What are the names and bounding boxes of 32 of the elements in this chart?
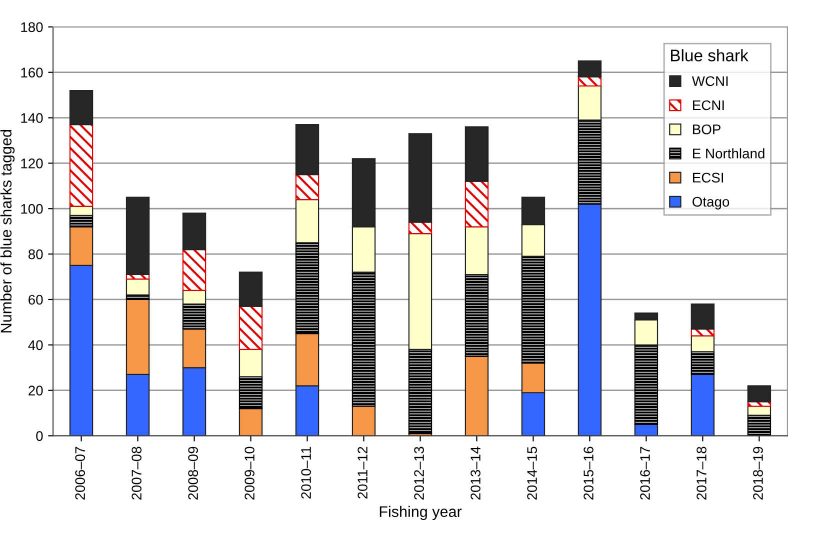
y-tick-label: 120	[21, 158, 43, 168]
y-tick-label: 140	[21, 113, 43, 123]
y-tick-label: 100	[21, 204, 43, 214]
legend-label: E Northland	[693, 148, 764, 158]
y-tick-label: 160	[21, 68, 43, 78]
x-tick-label: 2009–10	[244, 446, 254, 500]
y-tick-label: 0	[36, 431, 43, 441]
legend-label: Otago	[692, 196, 730, 210]
x-tick-label: 2008–09	[188, 446, 198, 500]
x-tick-label: 2016–17	[640, 446, 650, 500]
legend-label: WCNI	[692, 76, 728, 86]
y-axis-title: Number of blue sharks tagged	[0, 130, 15, 332]
y-tick-label: 180	[21, 22, 43, 32]
x-tick-label: 2007–08	[132, 446, 142, 500]
y-tick-label: 60	[28, 294, 43, 305]
y-tick-label: 40	[28, 340, 43, 350]
y-tick-label: 20	[28, 386, 43, 396]
x-tick-label: 2015–16	[584, 446, 594, 500]
x-tick-label: 2010–11	[301, 446, 311, 499]
x-tick-label: 2013–14	[470, 446, 480, 500]
x-tick-label: 2018–19	[753, 446, 763, 500]
legend-title: Blue shark	[671, 49, 748, 62]
legend-label: BOP	[693, 124, 720, 134]
x-tick-label: 2012–13	[414, 446, 424, 500]
x-tick-label: 2011–12	[358, 446, 368, 499]
x-tick-label: 2014–15	[527, 446, 537, 500]
x-axis-title: Fishing year	[380, 506, 462, 520]
legend-label: ECNI	[693, 100, 724, 110]
y-tick-label: 80	[28, 249, 43, 260]
x-tick-label: 2017–18	[696, 446, 706, 500]
x-tick-label: 2006–07	[75, 446, 86, 500]
legend-label: ECSI	[693, 172, 724, 183]
